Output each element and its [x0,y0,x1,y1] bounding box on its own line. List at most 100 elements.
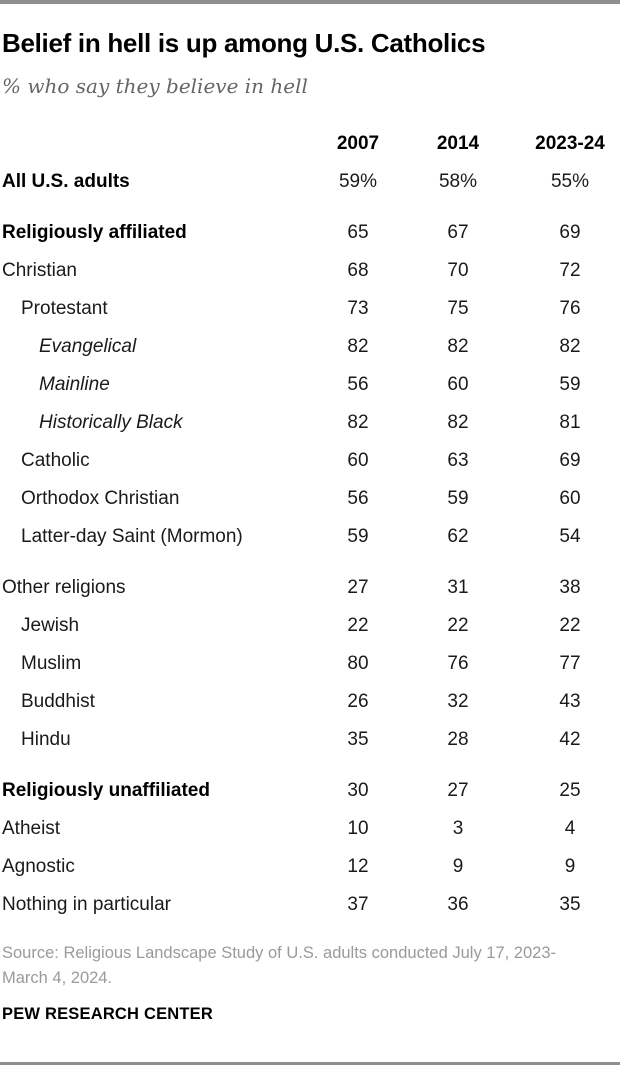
row-label: Religiously affiliated [2,222,187,244]
row-label: All U.S. adults [2,171,130,193]
table-header-row: 2007 2014 2023-24 [2,125,620,163]
row-label: Buddhist [21,691,95,713]
row-value: 59 [559,374,581,396]
row-value: 25 [559,780,581,802]
row-value: 82 [347,336,369,358]
table-row: Agnostic 12 9 9 [2,848,620,886]
table-row: Jewish 22 22 22 [2,607,620,645]
row-value: 68 [347,260,369,282]
table-row: Other religions 27 31 38 [2,569,620,607]
row-value: 67 [447,222,469,244]
table-row: Christian 68 70 72 [2,252,620,290]
brand-label: PEW RESEARCH CENTER [2,1004,213,1023]
row-value: 59% [338,171,378,193]
table-row: Catholic 60 63 69 [2,442,620,480]
column-header-2023-24: 2023-24 [535,133,605,155]
row-value: 60 [447,374,469,396]
row-value: 60 [559,488,581,510]
row-value: 59 [447,488,469,510]
row-value: 37 [347,894,369,916]
row-value: 3 [452,818,464,840]
row-label: Jewish [21,615,80,637]
row-value: 43 [559,691,581,713]
table-body: All U.S. adults 59% 58% 55% Religiously affi… [2,163,620,924]
row-value: 70 [447,260,469,282]
table-row: Nothing in particular 37 36 35 [2,886,620,924]
row-value: 12 [347,856,369,878]
column-header-2007: 2007 [336,133,380,155]
row-value: 36 [447,894,469,916]
row-label: Historically Black [39,412,183,434]
table-row: Hindu 35 28 42 [2,721,620,759]
row-label: Protestant [21,298,108,320]
row-value: 28 [447,729,469,751]
table-row: Atheist 10 3 4 [2,810,620,848]
row-value: 75 [447,298,469,320]
row-value: 35 [347,729,369,751]
row-value: 65 [347,222,369,244]
row-label: Catholic [21,450,90,472]
row-value: 62 [447,526,469,548]
row-value: 9 [452,856,464,878]
row-value: 42 [559,729,581,751]
table-row: Evangelical 82 82 82 [2,328,620,366]
row-value: 82 [447,336,469,358]
row-value: 55% [550,171,590,193]
table-row: Orthodox Christian 56 59 60 [2,480,620,518]
data-table: 2007 2014 2023-24 All U.S. adults 59% 58% 5… [0,125,620,924]
row-label: Mainline [39,374,110,396]
row-value: 82 [559,336,581,358]
row-label: Orthodox Christian [21,488,180,510]
top-rule [0,0,620,4]
row-value: 22 [447,615,469,637]
table-row: Historically Black 82 82 81 [2,404,620,442]
row-value: 82 [347,412,369,434]
row-value: 26 [347,691,369,713]
row-value: 58% [438,171,478,193]
row-value: 76 [447,653,469,675]
row-value: 76 [559,298,581,320]
row-value: 31 [447,577,469,599]
row-value: 27 [347,577,369,599]
table-row: Protestant 73 75 76 [2,290,620,328]
row-value: 22 [559,615,581,637]
row-value: 35 [559,894,581,916]
row-label: Atheist [2,818,61,840]
table-row: Latter-day Saint (Mormon) 59 62 54 [2,518,620,556]
row-value: 56 [347,488,369,510]
row-value: 72 [559,260,581,282]
row-value: 4 [564,818,576,840]
row-value: 69 [559,222,581,244]
column-header-2014: 2014 [436,133,480,155]
bottom-rule [0,1062,620,1065]
row-value: 22 [347,615,369,637]
row-label: Christian [2,260,77,282]
table-row: All U.S. adults 59% 58% 55% [2,163,620,201]
row-value: 63 [447,450,469,472]
row-label: Nothing in particular [2,894,171,916]
row-value: 73 [347,298,369,320]
table-row: Religiously unaffiliated 30 27 25 [2,772,620,810]
row-label: Muslim [21,653,82,675]
row-value: 30 [347,780,369,802]
table-row: Religiously affiliated 65 67 69 [2,214,620,252]
row-value: 56 [347,374,369,396]
row-value: 27 [447,780,469,802]
row-value: 60 [347,450,369,472]
row-label: Evangelical [39,336,137,358]
table-row: Buddhist 26 32 43 [2,683,620,721]
row-value: 69 [559,450,581,472]
page-title: Belief in hell is up among U.S. Catholic… [2,28,486,58]
source-note: Source: Religious Landscape Study of U.S… [2,944,557,987]
row-label: Other religions [2,577,126,599]
row-label: Religiously unaffiliated [2,780,210,802]
row-value: 77 [559,653,581,675]
row-value: 80 [347,653,369,675]
row-value: 9 [564,856,576,878]
row-value: 82 [447,412,469,434]
row-label: Agnostic [2,856,75,878]
row-value: 10 [347,818,369,840]
row-value: 38 [559,577,581,599]
chart-subtitle: % who say they believe in hell [2,74,308,99]
